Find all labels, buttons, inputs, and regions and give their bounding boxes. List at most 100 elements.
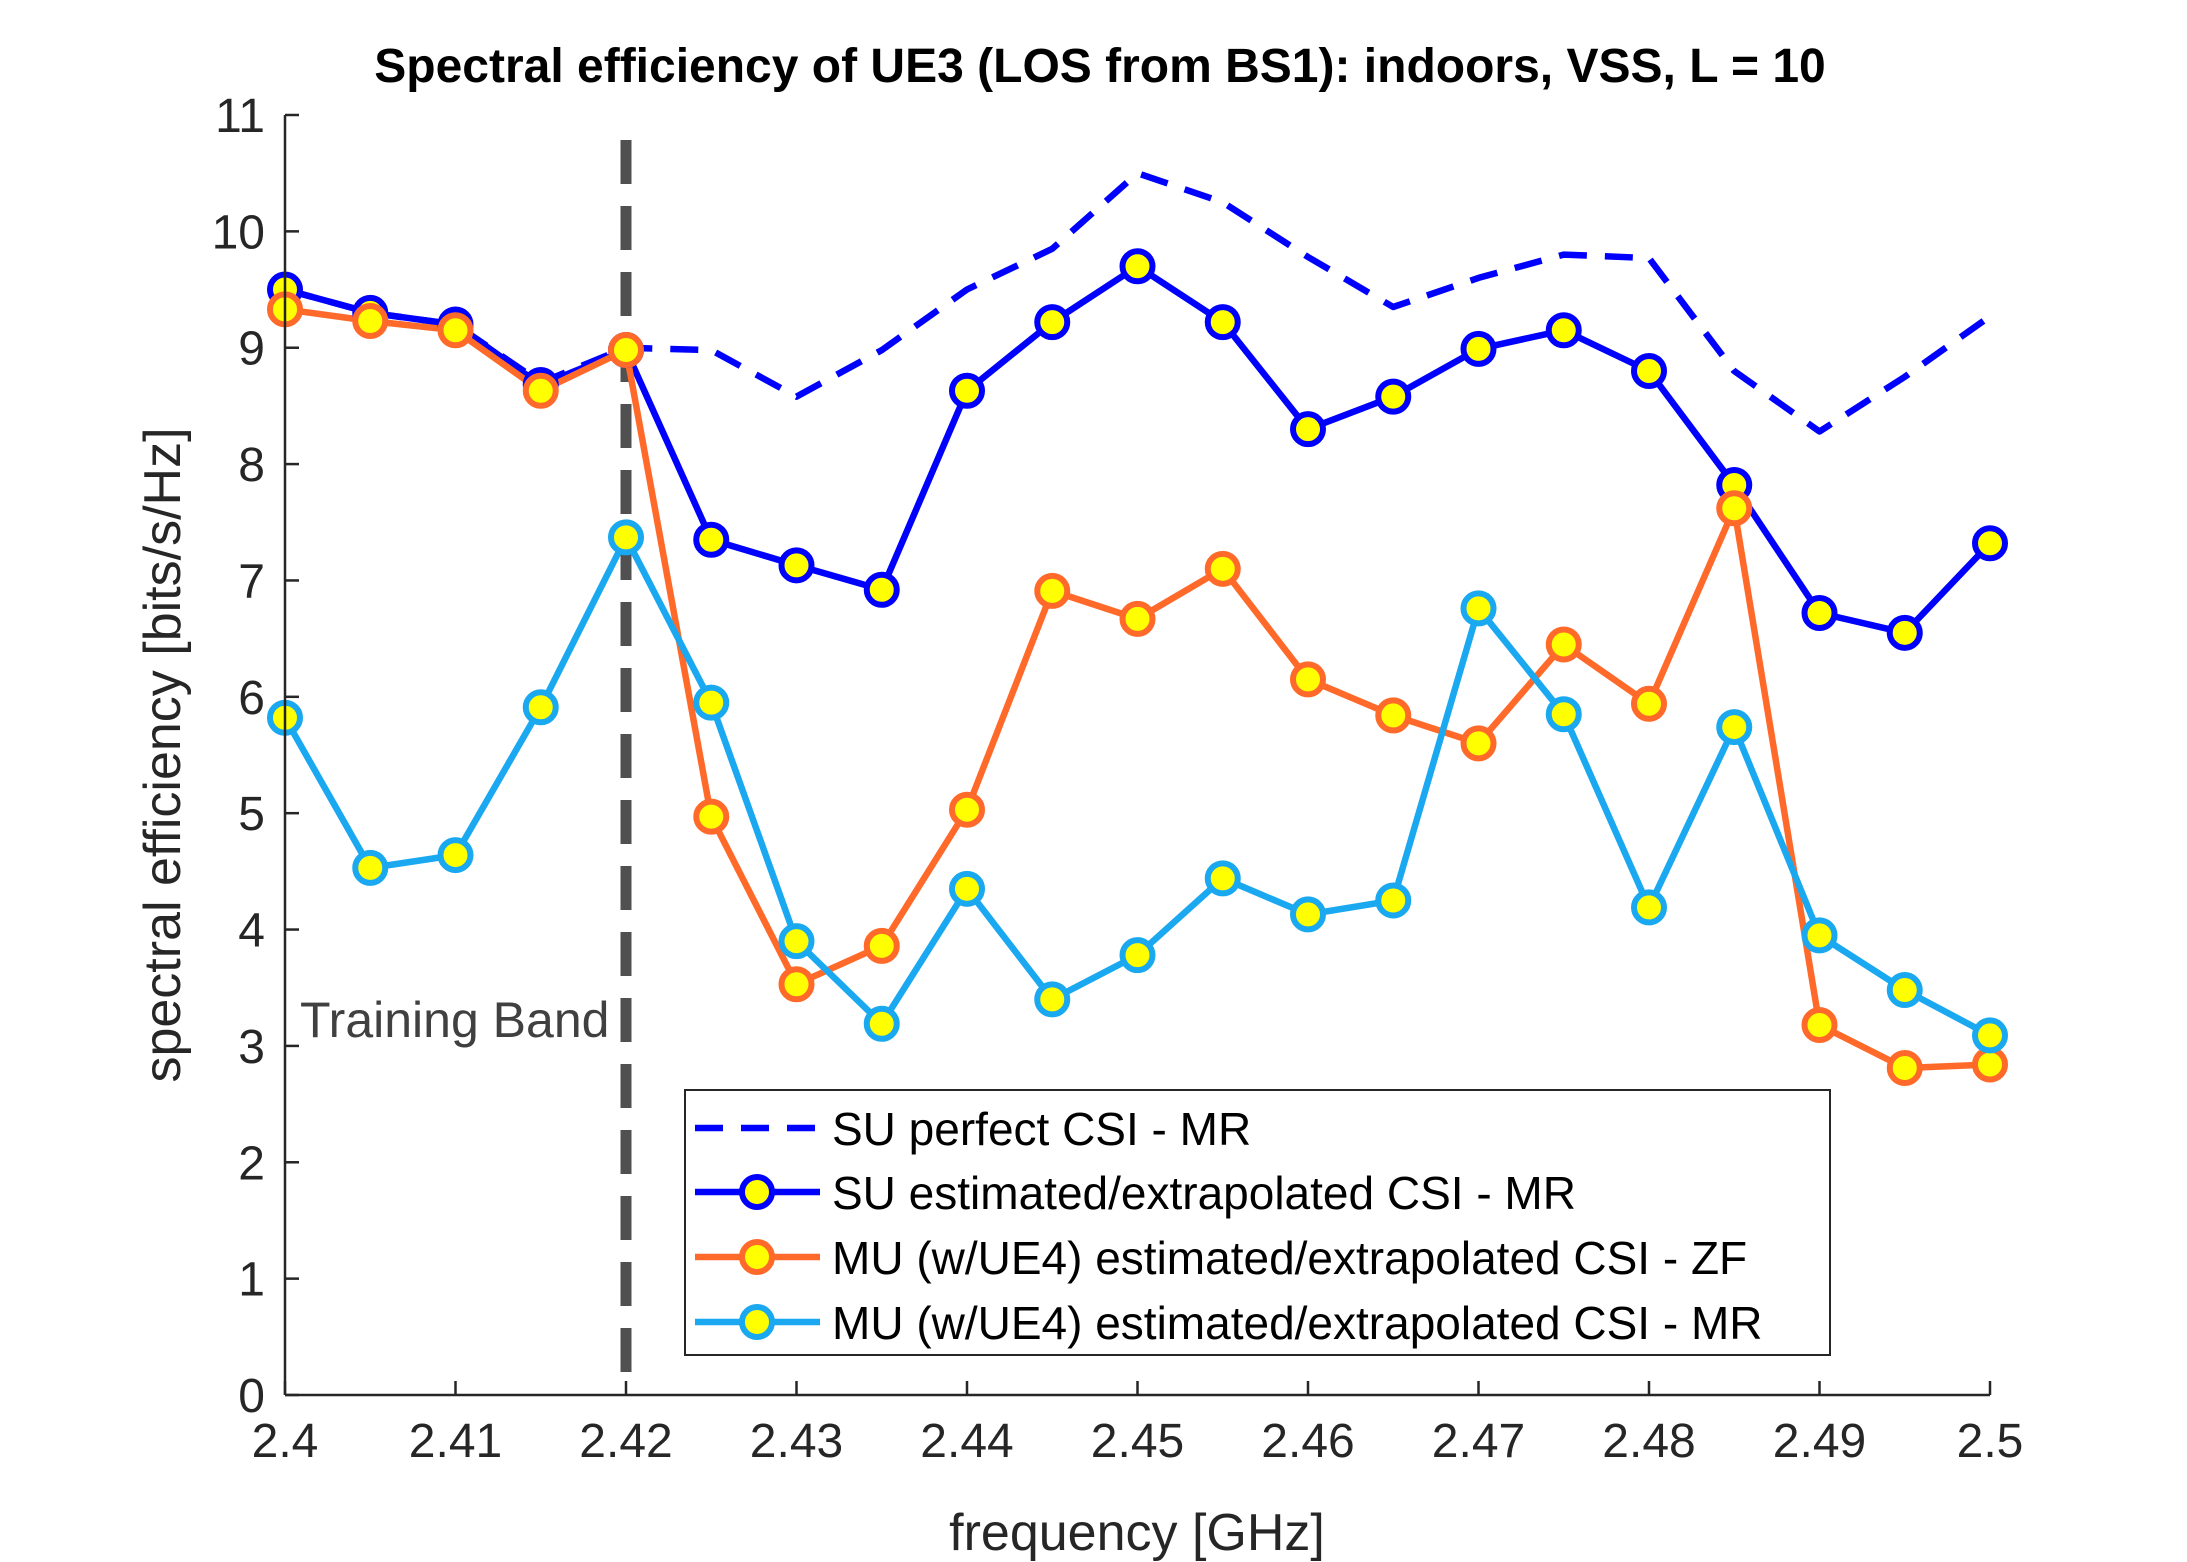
data-point [1375,378,1412,415]
x-tick-label: 2.46 [1261,1415,1354,1468]
data-point [1204,550,1241,587]
data-point [1119,600,1156,637]
data-point [1972,525,2008,562]
y-tick-label: 5 [238,788,265,841]
data-point [1545,312,1582,349]
y-tick-label: 4 [238,905,265,958]
y-tick-label: 10 [212,206,265,259]
data-point [1801,917,1838,954]
data-point [1631,685,1667,722]
legend: SU perfect CSI - MR SU estimated/extrapo… [684,1089,1831,1356]
x-tick-label: 2.4 [252,1415,319,1468]
y-tick-label: 8 [238,439,265,492]
data-point [1034,572,1071,609]
data-point [949,372,985,409]
x-tick-label: 2.49 [1773,1415,1866,1468]
legend-entry: SU estimated/extrapolated CSI - MR [695,1167,1576,1219]
data-point [352,849,389,886]
data-point [693,798,730,835]
series-line [284,169,1992,435]
data-point [1460,725,1497,762]
x-tick-label: 2.44 [920,1415,1013,1468]
legend-box [684,1089,1831,1356]
data-point [1204,860,1241,897]
x-tick-label: 2.45 [1091,1415,1184,1468]
data-point [778,966,815,1003]
legend-marker [739,1239,775,1275]
data-point [863,571,900,608]
plot-area [267,140,2008,1395]
x-tick-label: 2.42 [579,1415,672,1468]
data-point [437,312,474,349]
x-tick-label: 2.47 [1432,1415,1525,1468]
data-point [352,302,389,339]
chart-title: Spectral efficiency of UE3 (LOS from BS1… [374,40,1825,93]
legend-label: SU estimated/extrapolated CSI - MR [832,1167,1576,1219]
data-point [778,547,815,584]
data-point [778,923,815,960]
legend-entry: SU perfect CSI - MR [695,1103,1251,1155]
y-tick-label: 2 [238,1137,265,1190]
data-point [1545,696,1582,733]
data-point [1801,1006,1838,1043]
legend-marker [739,1304,775,1340]
y-tick-label: 6 [238,672,265,725]
data-point [693,684,730,721]
data-point [1716,709,1753,746]
data-point [1290,661,1326,698]
training-band-label: Training Band [300,992,609,1048]
data-point [1972,1046,2008,1083]
data-point [1204,304,1241,341]
legend-label: MU (w/UE4) estimated/extrapolated CSI - … [832,1232,1747,1284]
legend-entry: MU (w/UE4) estimated/extrapolated CSI - … [695,1232,1747,1284]
x-tick-label: 2.41 [409,1415,502,1468]
data-point [1119,248,1156,285]
x-tick-label: 2.5 [1957,1415,2024,1468]
data-point [1119,937,1156,974]
data-point [949,870,985,907]
y-tick-label: 1 [238,1254,265,1307]
x-ticks: 2.4 2.41 2.42 2.43 2.44 2.45 2.46 2.47 2.48 2.49 2… [252,1381,2024,1468]
y-axis-label: spectral efficiency [bits/s/Hz] [134,427,192,1082]
data-point [1631,889,1667,926]
data-point [1886,1050,1923,1087]
data-point [863,1005,900,1042]
y-tick-label: 0 [238,1370,265,1423]
data-point [1716,490,1753,527]
data-point [1631,353,1667,389]
data-point [1972,1017,2008,1054]
data-point [437,837,474,874]
data-point [1460,590,1497,627]
data-point [1801,595,1838,632]
y-tick-label: 11 [215,90,265,143]
y-tick-label: 3 [238,1021,265,1074]
series-line [284,263,1993,637]
data-point [693,521,730,558]
x-tick-label: 2.43 [750,1415,843,1468]
y-tick-label: 9 [238,323,265,376]
x-axis-label: frequency [GHz] [949,1504,1325,1562]
data-point [1886,972,1923,1009]
data-point [608,332,644,369]
data-point [522,689,559,726]
data-point [1290,896,1326,933]
data-point [1375,882,1412,919]
data-point [1460,330,1497,367]
data-point [1290,411,1326,448]
data-point [949,791,985,828]
legend-label: MU (w/UE4) estimated/extrapolated CSI - … [832,1297,1763,1349]
data-point [608,519,644,556]
legend-label: SU perfect CSI - MR [832,1103,1251,1155]
y-tick-label: 7 [238,555,265,608]
data-point [1545,626,1582,663]
legend-entry: MU (w/UE4) estimated/extrapolated CSI - … [695,1297,1763,1349]
data-point [1034,304,1071,341]
x-tick-label: 2.48 [1602,1415,1695,1468]
data-point [1034,981,1071,1018]
y-ticks: 0 1 2 3 4 5 6 7 8 9 10 11 [212,90,299,1423]
data-point [1375,697,1412,734]
data-point [863,927,900,964]
legend-marker [739,1174,775,1210]
data-point [1886,614,1923,651]
